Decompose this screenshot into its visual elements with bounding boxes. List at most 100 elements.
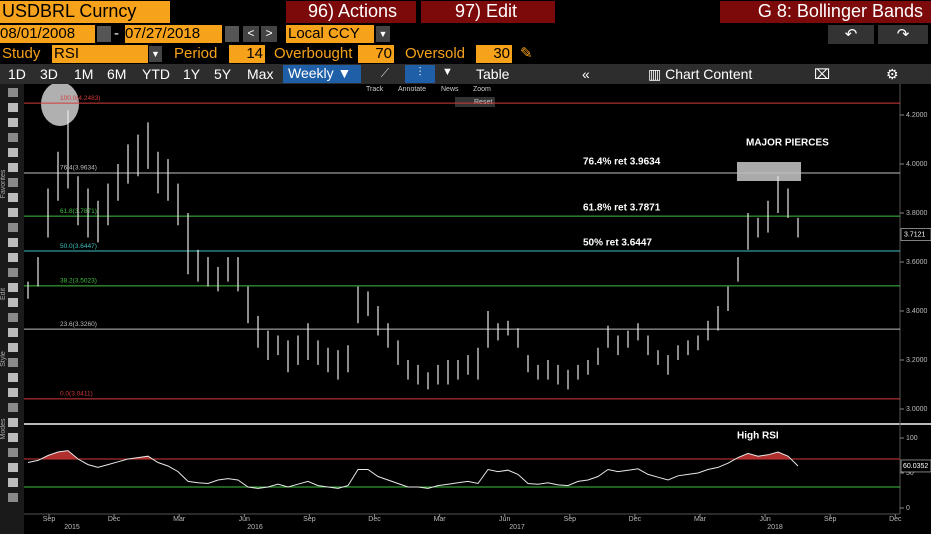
period-button[interactable]: YTD — [142, 66, 170, 82]
side-label: Modes — [0, 418, 7, 440]
edit-menu[interactable]: 97) Edit — [421, 1, 555, 23]
tool-icon[interactable] — [8, 478, 18, 487]
tool-icon[interactable] — [8, 328, 18, 337]
rsi-line — [27, 450, 799, 489]
tool-icon[interactable] — [8, 103, 18, 112]
side-label: Edit — [0, 288, 7, 300]
tool-icon[interactable] — [8, 163, 18, 172]
oversold-input[interactable]: 30 — [476, 45, 512, 63]
prev-button[interactable]: < — [243, 26, 259, 42]
rsi-tick-label: 100 — [906, 435, 918, 442]
tool-icon[interactable] — [8, 313, 18, 322]
chart-tool: News — [441, 86, 459, 93]
period-button[interactable]: 3D — [40, 66, 58, 82]
collapse-button[interactable]: « — [582, 66, 590, 82]
side-label: Favorites — [0, 169, 7, 198]
chart-tool: Zoom — [473, 86, 491, 93]
tool-icon[interactable] — [8, 343, 18, 352]
x-tick-label: Sep — [824, 516, 837, 523]
bar-type-icon[interactable]: ⫶ — [405, 65, 435, 83]
tool-icon[interactable] — [8, 193, 18, 202]
study-input[interactable]: RSI — [52, 45, 148, 63]
chart-content-button[interactable]: ▥ Chart Content — [648, 66, 753, 82]
year-label: 2018 — [767, 524, 783, 531]
next-button[interactable]: > — [261, 26, 277, 42]
highlight-circle — [41, 84, 79, 126]
frequency[interactable]: Weekly ▼ — [283, 65, 361, 83]
calendar-icon[interactable] — [97, 26, 111, 42]
tool-icon[interactable] — [8, 253, 18, 262]
side-toolbar — [0, 84, 24, 534]
oversold-label: Oversold — [405, 45, 466, 62]
x-tick-label: Dec — [889, 516, 902, 523]
x-tick-label: Jun — [759, 516, 770, 523]
tool-icon[interactable] — [8, 208, 18, 217]
tool-icon[interactable] — [8, 493, 18, 502]
currency[interactable]: Local CCY — [286, 25, 374, 43]
y-tick-label: 3.6000 — [906, 259, 928, 266]
tool-icon[interactable] — [8, 133, 18, 142]
security[interactable]: USDBRL Curncy — [0, 1, 170, 23]
pierce-box — [737, 162, 801, 181]
tool-icon[interactable] — [8, 463, 18, 472]
overbought-input[interactable]: 70 — [358, 45, 394, 63]
edit-icon[interactable]: ⌧ — [814, 66, 831, 82]
calendar-icon[interactable] — [225, 26, 239, 42]
last-price-box — [900, 228, 931, 241]
tool-icon[interactable] — [8, 298, 18, 307]
tool-icon[interactable] — [8, 268, 18, 277]
period-button[interactable]: 1D — [8, 66, 26, 82]
tool-icon[interactable] — [8, 373, 18, 382]
tool-icon[interactable] — [8, 283, 18, 292]
fib-label: 0.0(3.0411) — [60, 391, 93, 398]
tool-icon[interactable] — [8, 433, 18, 442]
period-input[interactable]: 14 — [229, 45, 265, 63]
rsi-tick-label: 0 — [906, 505, 910, 512]
start-date[interactable]: 08/01/2008 — [0, 25, 95, 43]
table-button[interactable]: Table — [476, 66, 510, 82]
actions-menu[interactable]: 96) Actions — [286, 1, 416, 23]
x-tick-label: Sep — [564, 516, 577, 523]
tool-icon[interactable] — [8, 448, 18, 457]
rsi-annotation: High RSI — [737, 431, 779, 442]
pencil-icon[interactable]: ✎ — [520, 45, 533, 62]
tool-icon[interactable] — [8, 403, 18, 412]
period-button[interactable]: 1Y — [183, 66, 201, 82]
fib-label: 100.0(4.2483) — [60, 95, 100, 102]
tool-icon[interactable] — [8, 223, 18, 232]
tool-icon[interactable] — [8, 118, 18, 127]
tool-icon[interactable] — [8, 418, 18, 427]
period-button[interactable]: 6M — [107, 66, 127, 82]
dropdown[interactable]: ▼ — [376, 26, 390, 42]
period-button[interactable]: 1M — [74, 66, 94, 82]
forward-button[interactable]: ↷ — [878, 25, 928, 44]
period-button[interactable]: Max — [247, 66, 274, 82]
settings-icon[interactable]: ⚙ — [886, 66, 899, 82]
end-date[interactable]: 07/27/2018 — [125, 25, 222, 43]
tool-icon[interactable] — [8, 358, 18, 367]
tool-icon[interactable] — [8, 238, 18, 247]
dropdown[interactable]: ▼ — [442, 66, 453, 78]
x-tick-label: Dec — [629, 516, 642, 523]
x-tick-label: Dec — [108, 516, 121, 523]
tool-icon[interactable] — [8, 178, 18, 187]
y-tick-label: 3.8000 — [906, 210, 928, 217]
function-name: G 8: Bollinger Bands — [720, 1, 931, 23]
fib-label: 50.0(3.6447) — [60, 243, 97, 250]
rsi-last-box — [900, 459, 931, 473]
chart: Track Annotate News Zoom Reset Favorites Edit S… — [0, 84, 931, 534]
back-button[interactable]: ↶ — [828, 25, 874, 44]
period-button[interactable]: 5Y — [214, 66, 232, 82]
tool-icon[interactable] — [8, 388, 18, 397]
chart-tool: Track — [366, 86, 384, 93]
dropdown[interactable]: ▼ — [149, 46, 162, 62]
chart-type-icon[interactable]: ⟋ — [380, 66, 390, 80]
fib-label: 76.4(3.9634) — [60, 165, 97, 172]
tool-icon[interactable] — [8, 88, 18, 97]
x-tick-label: Mar — [694, 516, 707, 523]
y-tick-label: 3.0000 — [906, 406, 928, 413]
last-price-label: 3.7121 — [904, 231, 926, 238]
tool-icon[interactable] — [8, 148, 18, 157]
reset-button[interactable] — [455, 97, 495, 107]
study-label: Study — [2, 45, 41, 62]
